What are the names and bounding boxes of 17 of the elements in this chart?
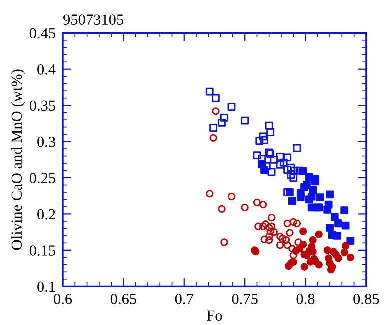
y-tick-label: 0.1 [38, 282, 56, 292]
chart-title: 95073105 [64, 14, 124, 25]
y-tick-label: 0.45 [30, 28, 56, 39]
y-tick-label: 0.25 [30, 173, 56, 184]
y-tick-label: 0.35 [30, 100, 56, 112]
y-tick-label: 0.3 [38, 136, 56, 148]
y-tick-label: 0.4 [38, 64, 56, 75]
x-tick-label: 0.75 [232, 294, 258, 304]
x-tick-label: 0.7 [175, 294, 194, 304]
x-tick-label: 0.6 [54, 294, 72, 304]
x-tick-label: 0.85 [354, 294, 380, 304]
y-tick-label: 0.2 [38, 209, 56, 220]
y-axis-title: Olivine CaO and MnO (wt%) [11, 70, 26, 250]
x-axis-title: Fo [207, 310, 222, 321]
y-tick-label: 0.15 [30, 246, 56, 256]
x-tick-label: 0.65 [110, 294, 136, 304]
x-tick-label: 0.8 [296, 294, 315, 304]
